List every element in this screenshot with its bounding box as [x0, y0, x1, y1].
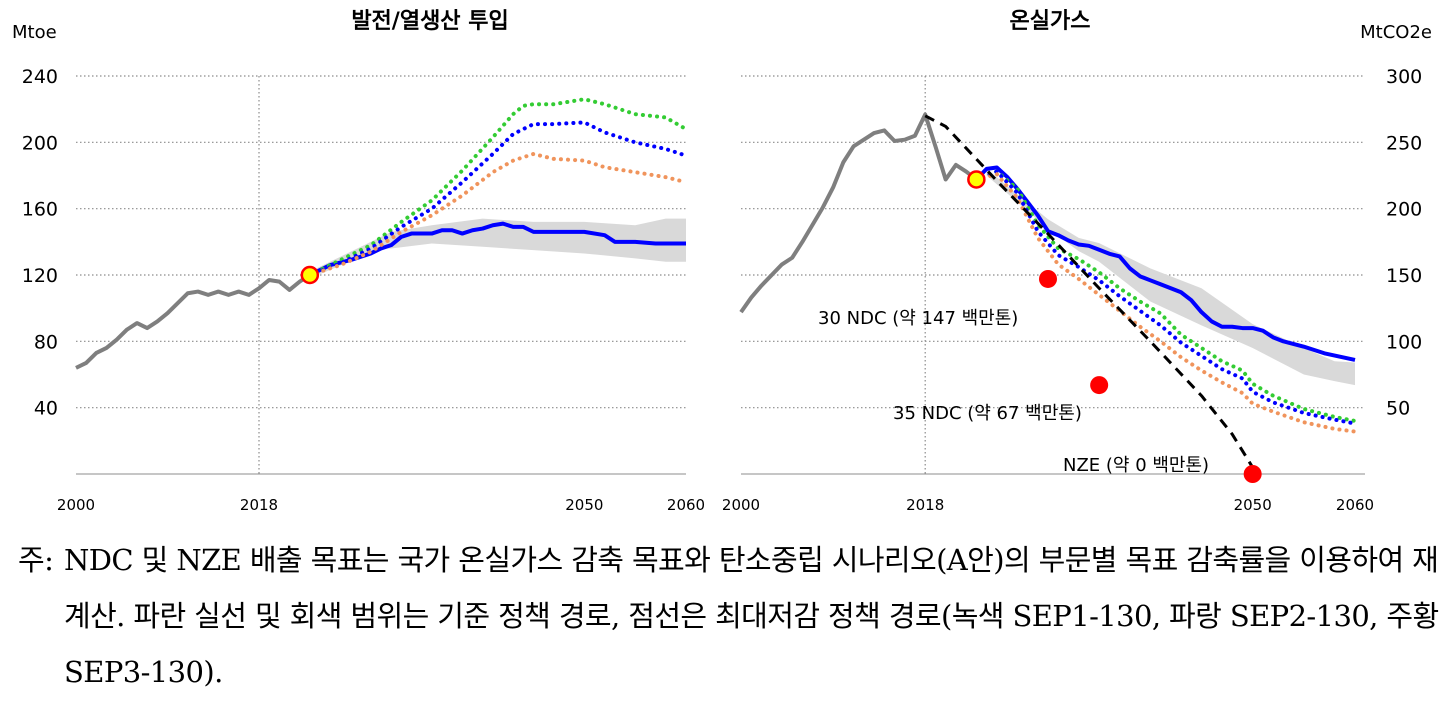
y-tick-label: 100 [1386, 331, 1422, 353]
y-tick-label: 200 [22, 132, 58, 154]
x-tick-label: 2000 [57, 496, 95, 514]
marker-start-point [300, 265, 320, 285]
series-line-green-dotted [974, 169, 1357, 423]
series-line-blue-solid [308, 221, 686, 277]
right-chart-title: 온실가스 [1010, 9, 1091, 34]
left-x-tick-labels: 2000 2018 2050 2060 [57, 496, 705, 514]
y-tick-label: 40 [34, 398, 58, 420]
annotation-nze: NZE (약 0 백만톤) [1063, 455, 1209, 476]
x-tick-label: 2000 [722, 496, 760, 514]
left-y-axis-label: Mtoe [12, 22, 57, 43]
left-chart: 발전/열생산 투입 Mtoe 40 80 120 160 200 240 2000 2018… [12, 9, 705, 514]
x-tick-label: 2018 [240, 496, 278, 514]
right-y-axis-label: MtCO2e [1360, 22, 1432, 43]
y-tick-label: 240 [22, 66, 58, 88]
left-gridlines [76, 75, 686, 475]
y-tick-label: 250 [1386, 132, 1422, 154]
series-line-gray-solid [75, 273, 311, 370]
left-series [75, 97, 688, 370]
series-line-gray-solid [739, 112, 978, 314]
x-tick-label: 2050 [1234, 496, 1272, 514]
y-tick-label: 150 [1386, 265, 1422, 287]
right-y-tick-labels: 50 100 150 200 250 300 [1386, 66, 1422, 420]
x-tick-label: 2018 [906, 496, 944, 514]
figure: 발전/열생산 투입 Mtoe 40 80 120 160 200 240 2000 2018… [12, 9, 1432, 514]
right-markers [967, 170, 1262, 483]
series-line-blue-solid [974, 165, 1356, 362]
marker-start-point [967, 170, 986, 189]
x-tick-label: 2060 [667, 496, 705, 514]
footnote-label: 주: [18, 543, 54, 577]
left-chart-title: 발전/열생산 투입 [351, 9, 508, 34]
series-line-blue-dotted [974, 169, 1357, 426]
y-tick-label: 300 [1386, 66, 1422, 88]
series-line-black-dashed [924, 114, 1254, 469]
x-tick-label: 2050 [565, 496, 603, 514]
y-tick-label: 160 [22, 199, 58, 221]
series-line-blue-dotted [307, 120, 688, 277]
series-line-orange-dotted [307, 151, 688, 277]
right-x-tick-labels: 2000 2018 2050 2060 [722, 496, 1374, 514]
y-tick-label: 200 [1386, 199, 1422, 221]
left-y-tick-labels: 40 80 120 160 200 240 [22, 66, 58, 420]
footnote-text: NDC 및 NZE 배출 목표는 국가 온실가스 감축 목표와 탄소중립 시나리… [64, 543, 1439, 689]
footnote: 주: NDC 및 NZE 배출 목표는 국가 온실가스 감축 목표와 탄소중립 … [18, 532, 1443, 700]
annotation-35-ndc: 35 NDC (약 67 백만톤) [893, 403, 1082, 424]
marker-target-point [1039, 269, 1057, 288]
left-markers [300, 265, 320, 285]
y-tick-label: 50 [1386, 398, 1410, 420]
marker-target-point [1243, 465, 1262, 483]
series-line-green-dotted [307, 97, 688, 277]
annotation-30-ndc: 30 NDC (약 147 백만톤) [818, 308, 1018, 329]
marker-target-point [1090, 376, 1109, 395]
x-tick-label: 2060 [1336, 496, 1374, 514]
y-tick-label: 120 [22, 265, 58, 287]
right-series [739, 112, 1357, 469]
y-tick-label: 80 [34, 331, 58, 353]
